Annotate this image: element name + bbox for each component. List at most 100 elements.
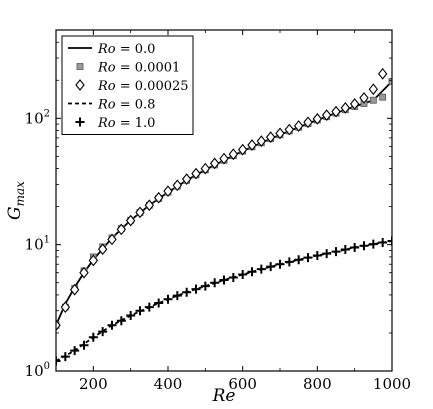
- y-tick-label: 102: [25, 108, 50, 127]
- legend-label: Ro = 0.8: [97, 98, 155, 113]
- data-point: [350, 242, 360, 252]
- data-point: [331, 247, 341, 257]
- data-point: [293, 120, 304, 132]
- data-point: [125, 214, 136, 227]
- data-point: [340, 245, 350, 255]
- legend-label: Ro = 1.0: [97, 116, 155, 131]
- data-point: [247, 267, 257, 277]
- data-point: [154, 298, 164, 308]
- data-point: [97, 243, 108, 256]
- plot-frame: [55, 29, 393, 372]
- data-point: [88, 254, 99, 267]
- data-point: [303, 253, 313, 263]
- data-point: [247, 139, 257, 151]
- data-point: [219, 152, 229, 165]
- x-tick-label: 600: [228, 375, 257, 393]
- data-point: [368, 239, 378, 249]
- data-point: [163, 185, 173, 198]
- y-axis-label: Gmax: [5, 181, 27, 220]
- data-point: [70, 346, 80, 356]
- data-point: [107, 320, 117, 330]
- data-point: [56, 319, 61, 332]
- x-tick-label: 400: [154, 375, 183, 393]
- data-point: [369, 96, 377, 104]
- legend-label: Ro = 0.0001: [97, 61, 180, 76]
- series-line: [56, 240, 392, 362]
- data-point: [116, 223, 127, 236]
- data-point: [265, 131, 276, 143]
- x-tick-label: 200: [79, 375, 108, 393]
- data-point: [228, 148, 239, 161]
- data-point: [200, 281, 210, 291]
- x-axis-label: Re: [212, 386, 236, 406]
- ticks-layer: 200 400 600 800 1000 100 101 102: [25, 29, 411, 393]
- data-point: [135, 306, 145, 316]
- data-point: [303, 116, 313, 129]
- data-point: [368, 83, 379, 96]
- data-point: [294, 255, 304, 265]
- data-point: [340, 101, 351, 114]
- data-point: [322, 249, 332, 259]
- data-point: [191, 167, 201, 180]
- legend-swatch: [75, 79, 85, 91]
- series-4: [56, 236, 392, 366]
- data-point: [116, 316, 126, 326]
- legend-swatch: [76, 63, 84, 70]
- data-point: [209, 157, 220, 170]
- data-point: [284, 257, 294, 267]
- data-point: [359, 92, 369, 104]
- data-point: [312, 251, 322, 261]
- data-point: [163, 294, 173, 304]
- data-point: [266, 262, 276, 272]
- data-point: [60, 352, 70, 362]
- data-point: [388, 77, 392, 85]
- data-point: [98, 327, 108, 337]
- series-2: [56, 67, 388, 332]
- data-point: [56, 356, 61, 366]
- data-point: [182, 287, 192, 297]
- data-point: [79, 340, 89, 350]
- data-point: [275, 127, 285, 140]
- x-tick-label: 800: [303, 375, 332, 393]
- data-point: [79, 266, 89, 279]
- data-point: [387, 236, 392, 246]
- data-point: [191, 284, 201, 294]
- y-tick-label: 100: [25, 361, 50, 380]
- data-point: [219, 275, 229, 285]
- data-point: [256, 135, 267, 147]
- data-point: [378, 238, 388, 248]
- data-point: [172, 179, 183, 192]
- legend-swatch: [75, 117, 85, 127]
- data-point: [126, 310, 136, 320]
- legend: Ro = 0.0 Ro = 0.0001 Ro = 0.00025 Ro = 0.8 R…: [61, 35, 194, 135]
- data-point: [107, 233, 117, 246]
- data-point: [377, 67, 388, 80]
- data-point: [88, 332, 98, 342]
- data-point: [256, 264, 266, 274]
- data-point: [238, 270, 248, 280]
- data-point: [237, 143, 248, 156]
- x-tick-label: 1000: [373, 375, 411, 393]
- legend-label: Ro = 0.00025: [97, 79, 189, 94]
- data-point: [69, 283, 80, 296]
- data-point: [228, 272, 238, 282]
- data-point: [349, 98, 360, 110]
- y-tick-label: 101: [25, 235, 50, 254]
- data-point: [144, 302, 154, 312]
- data-point: [181, 173, 192, 186]
- legend-label: Ro = 0.0: [97, 42, 155, 57]
- data-point: [153, 191, 164, 204]
- series-3: [56, 240, 392, 362]
- data-point: [379, 93, 387, 101]
- data-point: [359, 241, 369, 251]
- data-point: [275, 259, 285, 269]
- data-point: [284, 123, 295, 136]
- data-point: [200, 162, 211, 175]
- data-point: [331, 105, 341, 118]
- data-point: [144, 199, 155, 212]
- data-point: [210, 278, 220, 288]
- data-point: [321, 109, 332, 121]
- data-point: [312, 112, 323, 125]
- data-point: [135, 206, 145, 219]
